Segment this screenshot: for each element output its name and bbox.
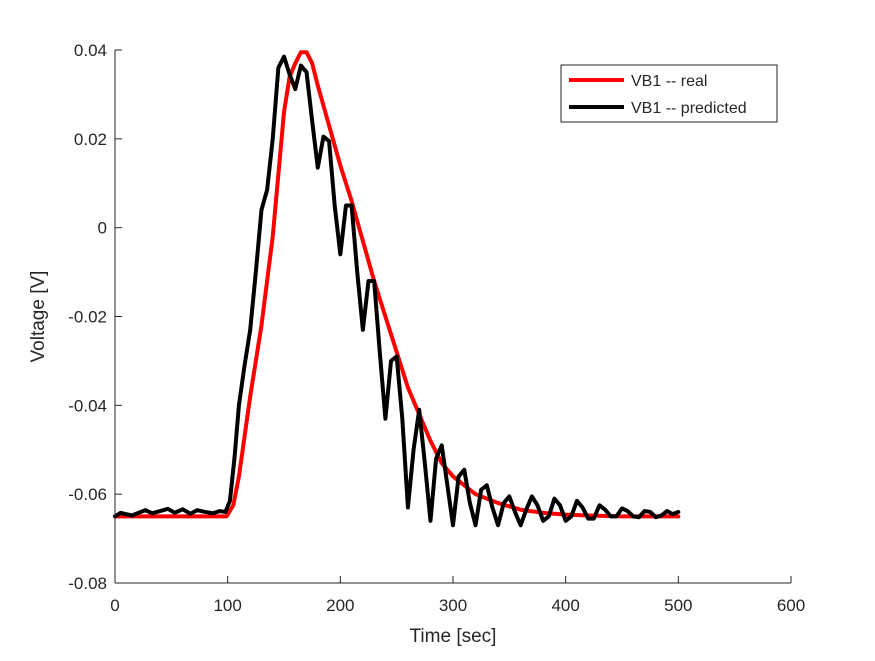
series-layer: [113, 50, 681, 528]
y-axis-label: Voltage [V]: [28, 271, 49, 363]
y-tick-label: -0.08: [68, 574, 107, 593]
x-axis-label: Time [sec]: [410, 626, 497, 647]
y-tick-label: -0.04: [68, 396, 107, 415]
y-tick-label: 0.02: [74, 130, 107, 149]
x-tick-label: 100: [213, 596, 241, 615]
x-tick-label: 400: [551, 596, 579, 615]
legend-label-real: VB1 -- real: [631, 73, 707, 90]
axes-layer: 0 100 200 300 400 500 600 -0.08 -0.06 -0.04 -0.02 0…: [68, 41, 805, 615]
plot-area: [115, 50, 791, 583]
legend-label-predicted: VB1 -- predicted: [631, 100, 747, 117]
y-tick-label: -0.06: [68, 485, 107, 504]
x-tick-label: 300: [439, 596, 467, 615]
y-tick-label: 0.04: [74, 41, 107, 60]
x-tick-label: 600: [777, 596, 805, 615]
x-tick-label: 200: [326, 596, 354, 615]
x-tick-label: 500: [664, 596, 692, 615]
legend-box: [560, 64, 778, 123]
x-tick-label: 0: [110, 596, 119, 615]
y-tick-label: -0.02: [68, 308, 107, 327]
y-tick-label: 0: [98, 219, 107, 238]
legend: VB1 -- real VB1 -- predicted: [560, 64, 778, 123]
series-line-predicted: [113, 54, 681, 528]
